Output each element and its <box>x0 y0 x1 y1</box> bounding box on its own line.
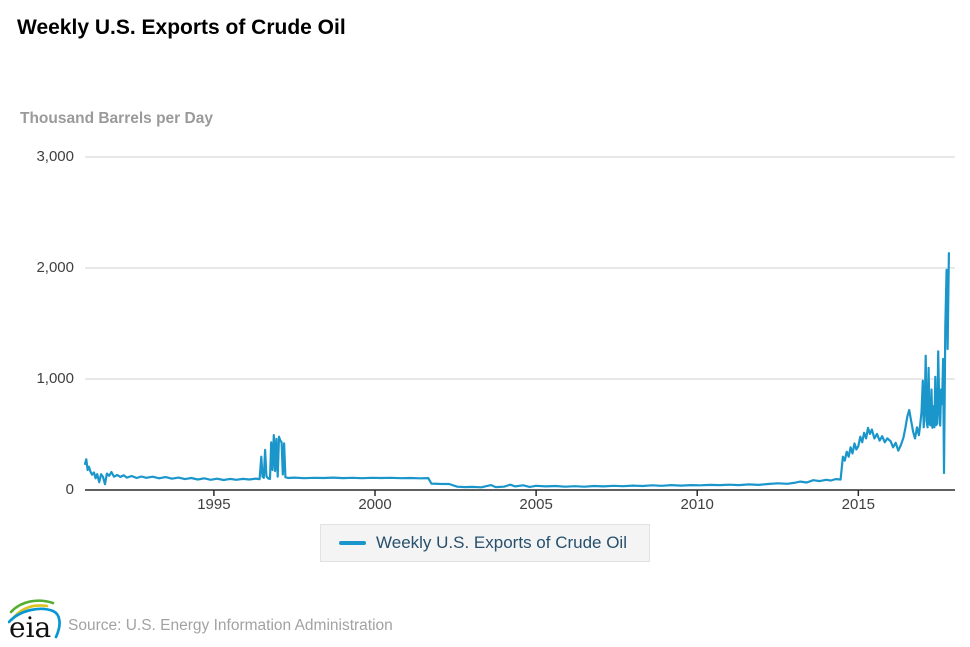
eia-logo: eia <box>8 599 61 644</box>
y-axis-units-label: Thousand Barrels per Day <box>20 110 213 127</box>
series-line <box>83 252 951 489</box>
legend-label: Weekly U.S. Exports of Crude Oil <box>376 533 627 552</box>
chart-title: Weekly U.S. Exports of Crude Oil <box>17 16 346 39</box>
y-axis-label: 0 <box>65 481 74 498</box>
x-axis-label: 2000 <box>358 496 392 513</box>
legend: Weekly U.S. Exports of Crude Oil <box>320 524 650 562</box>
x-axis-label: 1995 <box>197 496 231 513</box>
y-axis-label: 1,000 <box>36 370 74 387</box>
eia-logo-green-arc-icon <box>9 599 55 614</box>
legend-line-swatch-icon <box>339 541 366 545</box>
eia-logo-text: eia <box>9 611 51 644</box>
x-axis-label: 2005 <box>519 496 553 513</box>
y-axis-label: 3,000 <box>36 148 74 165</box>
y-axis-label: 2,000 <box>36 259 74 276</box>
eia-logo-blue-arc-icon <box>8 607 61 639</box>
source-attribution: Source: U.S. Energy Information Administ… <box>68 617 393 634</box>
x-axis-label: 2010 <box>680 496 714 513</box>
x-axis-label: 2015 <box>841 496 876 513</box>
